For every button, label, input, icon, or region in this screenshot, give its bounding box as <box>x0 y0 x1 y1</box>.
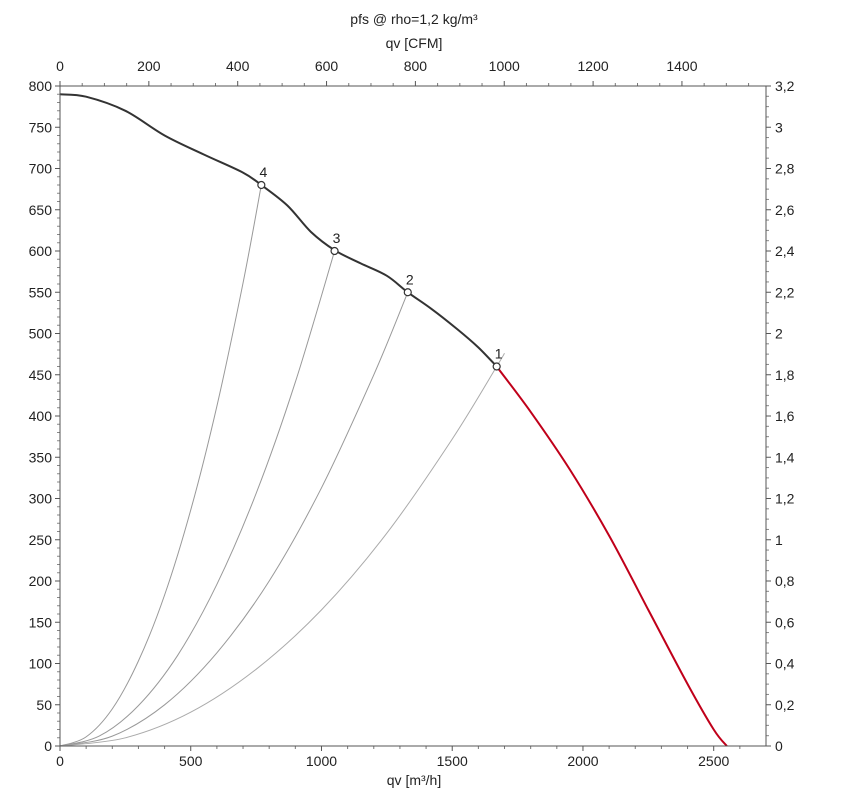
x2-tick-label: 800 <box>404 58 428 74</box>
y2-tick-label: 0 <box>775 738 783 754</box>
points-group: 1 2 3 4 <box>257 164 503 371</box>
y2-tick-label: 0,4 <box>775 656 795 672</box>
x2-tick-label: 400 <box>226 58 250 74</box>
y2-tick-label: 1 <box>775 532 783 548</box>
operating-point-marker <box>257 180 266 190</box>
top-axis-title: qv [CFM] <box>386 35 443 51</box>
operating-point-marker <box>403 288 412 297</box>
y2-tick-label: 1,2 <box>775 491 795 507</box>
x-tick-label: 1500 <box>437 753 468 769</box>
system-curve-1 <box>59 353 505 747</box>
x2-tick-label: 1000 <box>489 58 520 74</box>
x-tick-label: 2000 <box>567 753 598 769</box>
plot-frame <box>59 85 767 747</box>
y2-tick-label: 3 <box>775 119 783 135</box>
y2-tick-label: 2,8 <box>775 161 795 177</box>
y-tick-label: 700 <box>29 161 53 177</box>
y-tick-label: 50 <box>36 697 52 713</box>
x-tick-label: 2500 <box>698 753 729 769</box>
y2-tick-label: 2 <box>775 326 783 342</box>
y2-tick-label: 0,8 <box>775 573 795 589</box>
x2-tick-label: 200 <box>137 58 161 74</box>
y-tick-label: 400 <box>29 408 53 424</box>
y2-tick-label: 1,6 <box>775 408 795 424</box>
x-tick-label: 0 <box>56 753 64 769</box>
x2-tick-label: 600 <box>315 58 339 74</box>
y2-tick-label: 2,6 <box>775 202 795 218</box>
operating-point-label: 4 <box>259 164 267 180</box>
y-tick-label: 450 <box>29 367 53 383</box>
y-tick-label: 100 <box>29 656 53 672</box>
y2-tick-label: 3,2 <box>775 78 795 94</box>
y2-tick-label: 0,2 <box>775 697 795 713</box>
y2-tick-label: 1,4 <box>775 449 795 465</box>
operating-point-marker <box>492 362 501 371</box>
operating-point-marker <box>330 246 339 256</box>
y-tick-label: 650 <box>29 202 53 218</box>
system-curve-4 <box>59 184 262 747</box>
x2-tick-label: 1400 <box>666 58 697 74</box>
y-tick-label: 300 <box>29 491 53 507</box>
y-tick-label: 750 <box>29 119 53 135</box>
y-tick-label: 600 <box>29 243 53 259</box>
y-tick-label: 550 <box>29 284 53 300</box>
chart-title: pfs @ rho=1,2 kg/m³ <box>350 11 478 27</box>
curves-group <box>59 93 728 747</box>
y-tick-label: 350 <box>29 449 53 465</box>
system-curve-2 <box>59 292 409 747</box>
system-curve-3 <box>59 250 336 747</box>
y2-tick-label: 0,6 <box>775 614 795 630</box>
x2-tick-label: 0 <box>56 58 64 74</box>
fan-curve-line <box>59 93 498 368</box>
operating-point-label: 1 <box>495 346 503 362</box>
y-tick-label: 150 <box>29 614 53 630</box>
x-tick-label: 1000 <box>306 753 337 769</box>
x-tick-label: 500 <box>179 753 203 769</box>
operating-point-label: 2 <box>406 271 414 287</box>
y-tick-label: 0 <box>44 738 52 754</box>
y-tick-label: 200 <box>29 573 53 589</box>
y-tick-label: 250 <box>29 532 53 548</box>
y2-tick-label: 1,8 <box>775 367 795 383</box>
y-tick-label: 500 <box>29 326 53 342</box>
operating-point-label: 3 <box>333 230 341 246</box>
x2-tick-label: 1200 <box>578 58 609 74</box>
y2-tick-label: 2,4 <box>775 243 795 259</box>
fan-curve-red-segment <box>495 365 728 747</box>
y-tick-label: 800 <box>29 78 53 94</box>
y2-tick-label: 2,2 <box>775 284 795 300</box>
bottom-axis-title: qv [m³/h] <box>387 772 441 788</box>
